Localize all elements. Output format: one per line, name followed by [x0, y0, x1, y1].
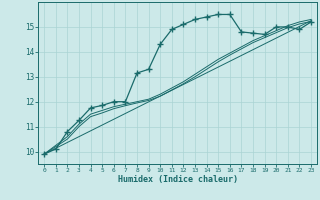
X-axis label: Humidex (Indice chaleur): Humidex (Indice chaleur) [118, 175, 238, 184]
